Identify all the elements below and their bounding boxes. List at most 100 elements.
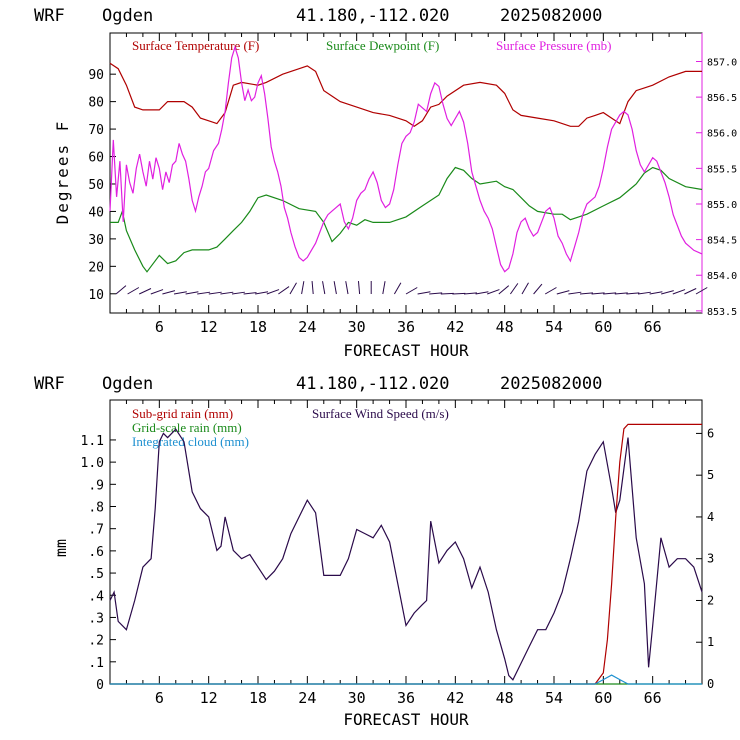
wind-barb xyxy=(278,286,290,295)
x-tick-label: 42 xyxy=(446,689,464,707)
wind-barb xyxy=(231,291,245,295)
wind-barb xyxy=(603,292,617,295)
x-tick-label: 48 xyxy=(496,689,514,707)
panel2-ylabel: mm xyxy=(52,539,70,557)
wind-barb xyxy=(521,282,529,295)
left-tick-label: .1 xyxy=(88,656,104,671)
wind-barb xyxy=(475,291,489,295)
right-tick-label: 854.5 xyxy=(707,236,737,247)
x-tick-label: 42 xyxy=(446,318,464,336)
x-tick-label: 54 xyxy=(545,318,563,336)
wind-barb xyxy=(150,289,164,295)
panel2-x-ticks: 6 12 18 24 30 36 42 48 54 60 66 xyxy=(125,400,687,707)
right-tick-label: 854.0 xyxy=(707,271,737,282)
left-tick-label: 40 xyxy=(88,205,104,220)
left-tick-label: .2 xyxy=(88,634,104,649)
panel2-header: WRF Ogden 41.180,-112.020 2025082000 xyxy=(34,374,602,394)
x-tick-label: 48 xyxy=(496,318,514,336)
right-tick-label: 3 xyxy=(707,552,714,566)
x-tick-label: 30 xyxy=(348,689,366,707)
panel1-x-ticks: 6 12 18 24 30 36 42 48 54 60 66 xyxy=(125,33,687,336)
x-tick-label: 66 xyxy=(644,689,662,707)
panel2-coords: 41.180,-112.020 xyxy=(296,374,450,394)
left-tick-label: .8 xyxy=(88,501,104,516)
panel1-site: Ogden xyxy=(102,6,153,26)
left-tick-label: .7 xyxy=(88,523,104,538)
wind-barb xyxy=(614,292,628,295)
panel2-site: Ogden xyxy=(102,374,153,394)
panel2-run: 2025082000 xyxy=(500,374,602,394)
left-tick-label: 30 xyxy=(88,233,104,248)
wind-barb xyxy=(568,291,582,295)
right-tick-label: 856.5 xyxy=(707,93,737,104)
right-tick-label: 0 xyxy=(707,677,714,691)
left-tick-label: 1.1 xyxy=(81,434,104,449)
x-tick-label: 36 xyxy=(397,689,415,707)
left-tick-label: 90 xyxy=(88,68,104,83)
series-surface-wind-speed-m-s xyxy=(109,428,703,681)
legend-surface-pressure: Surface Pressure (mb) xyxy=(496,38,612,53)
right-tick-label: 855.0 xyxy=(707,200,737,211)
wind-barb xyxy=(185,291,199,295)
wind-barb xyxy=(357,281,361,295)
left-tick-label: .5 xyxy=(88,567,104,582)
wind-barb xyxy=(509,283,519,295)
wind-barb xyxy=(591,292,605,295)
wind-barb xyxy=(173,291,187,295)
x-tick-label: 24 xyxy=(298,318,316,336)
wind-barb xyxy=(695,287,708,295)
x-tick-label: 12 xyxy=(200,689,218,707)
wind-barb xyxy=(440,292,454,295)
panel2-left-ticks: 0 .1 .2 .3 .4 .5 .6 .7 .8 .9 1.0 1.1 xyxy=(81,434,116,693)
wind-barb xyxy=(301,281,305,295)
legend-wind-speed: Surface Wind Speed (m/s) xyxy=(312,406,449,421)
panel1-header: WRF Ogden 41.180,-112.020 2025082000 xyxy=(34,6,602,26)
x-tick-label: 36 xyxy=(397,318,415,336)
left-tick-label: 20 xyxy=(88,260,104,275)
wind-barb xyxy=(487,289,500,295)
wind-barb xyxy=(405,287,418,295)
legend-gridscale-rain: Grid-scale rain (mm) xyxy=(132,420,242,435)
left-tick-label: 0 xyxy=(96,678,104,693)
x-tick-label: 6 xyxy=(155,318,164,336)
panel1-xlabel: FORECAST HOUR xyxy=(343,341,469,360)
series-surface-temperature-f xyxy=(109,62,702,128)
wind-barb xyxy=(637,291,651,295)
series-surface-pressure-mb xyxy=(109,45,703,273)
wind-barb xyxy=(197,291,211,295)
left-tick-label: 50 xyxy=(88,178,104,193)
wind-barb xyxy=(684,288,697,295)
panel2-model: WRF xyxy=(34,374,65,394)
x-tick-label: 12 xyxy=(200,318,218,336)
wind-barb xyxy=(333,281,337,295)
wind-barb xyxy=(266,289,280,295)
panel1-series xyxy=(109,45,703,273)
left-tick-label: 70 xyxy=(88,123,104,138)
x-tick-label: 60 xyxy=(594,318,612,336)
wind-barb xyxy=(255,291,269,295)
wind-barb xyxy=(463,292,477,295)
wind-barb xyxy=(649,291,663,295)
x-tick-label: 30 xyxy=(348,318,366,336)
left-tick-label: .3 xyxy=(88,611,104,626)
series-surface-dewpoint-f xyxy=(110,166,703,273)
panel1-run: 2025082000 xyxy=(500,6,602,26)
panel2-series xyxy=(109,423,703,685)
right-tick-label: 1 xyxy=(707,635,714,649)
x-tick-label: 54 xyxy=(545,689,563,707)
wind-barb xyxy=(661,290,674,295)
panel2-xlabel: FORECAST HOUR xyxy=(343,710,469,729)
wind-barb xyxy=(208,291,222,295)
right-tick-label: 5 xyxy=(707,468,714,482)
right-tick-label: 853.5 xyxy=(707,307,737,318)
wind-barb xyxy=(498,285,510,295)
right-tick-label: 6 xyxy=(707,426,714,440)
wind-barb xyxy=(345,281,349,295)
panel2-right-ticks: 0 1 2 3 4 5 6 xyxy=(696,426,714,691)
x-tick-label: 18 xyxy=(249,318,267,336)
wind-barb xyxy=(220,291,234,295)
left-tick-label: .4 xyxy=(88,589,104,604)
panel2-legend: Sub-grid rain (mm) Surface Wind Speed (m… xyxy=(132,406,449,449)
wind-barb xyxy=(672,289,686,295)
